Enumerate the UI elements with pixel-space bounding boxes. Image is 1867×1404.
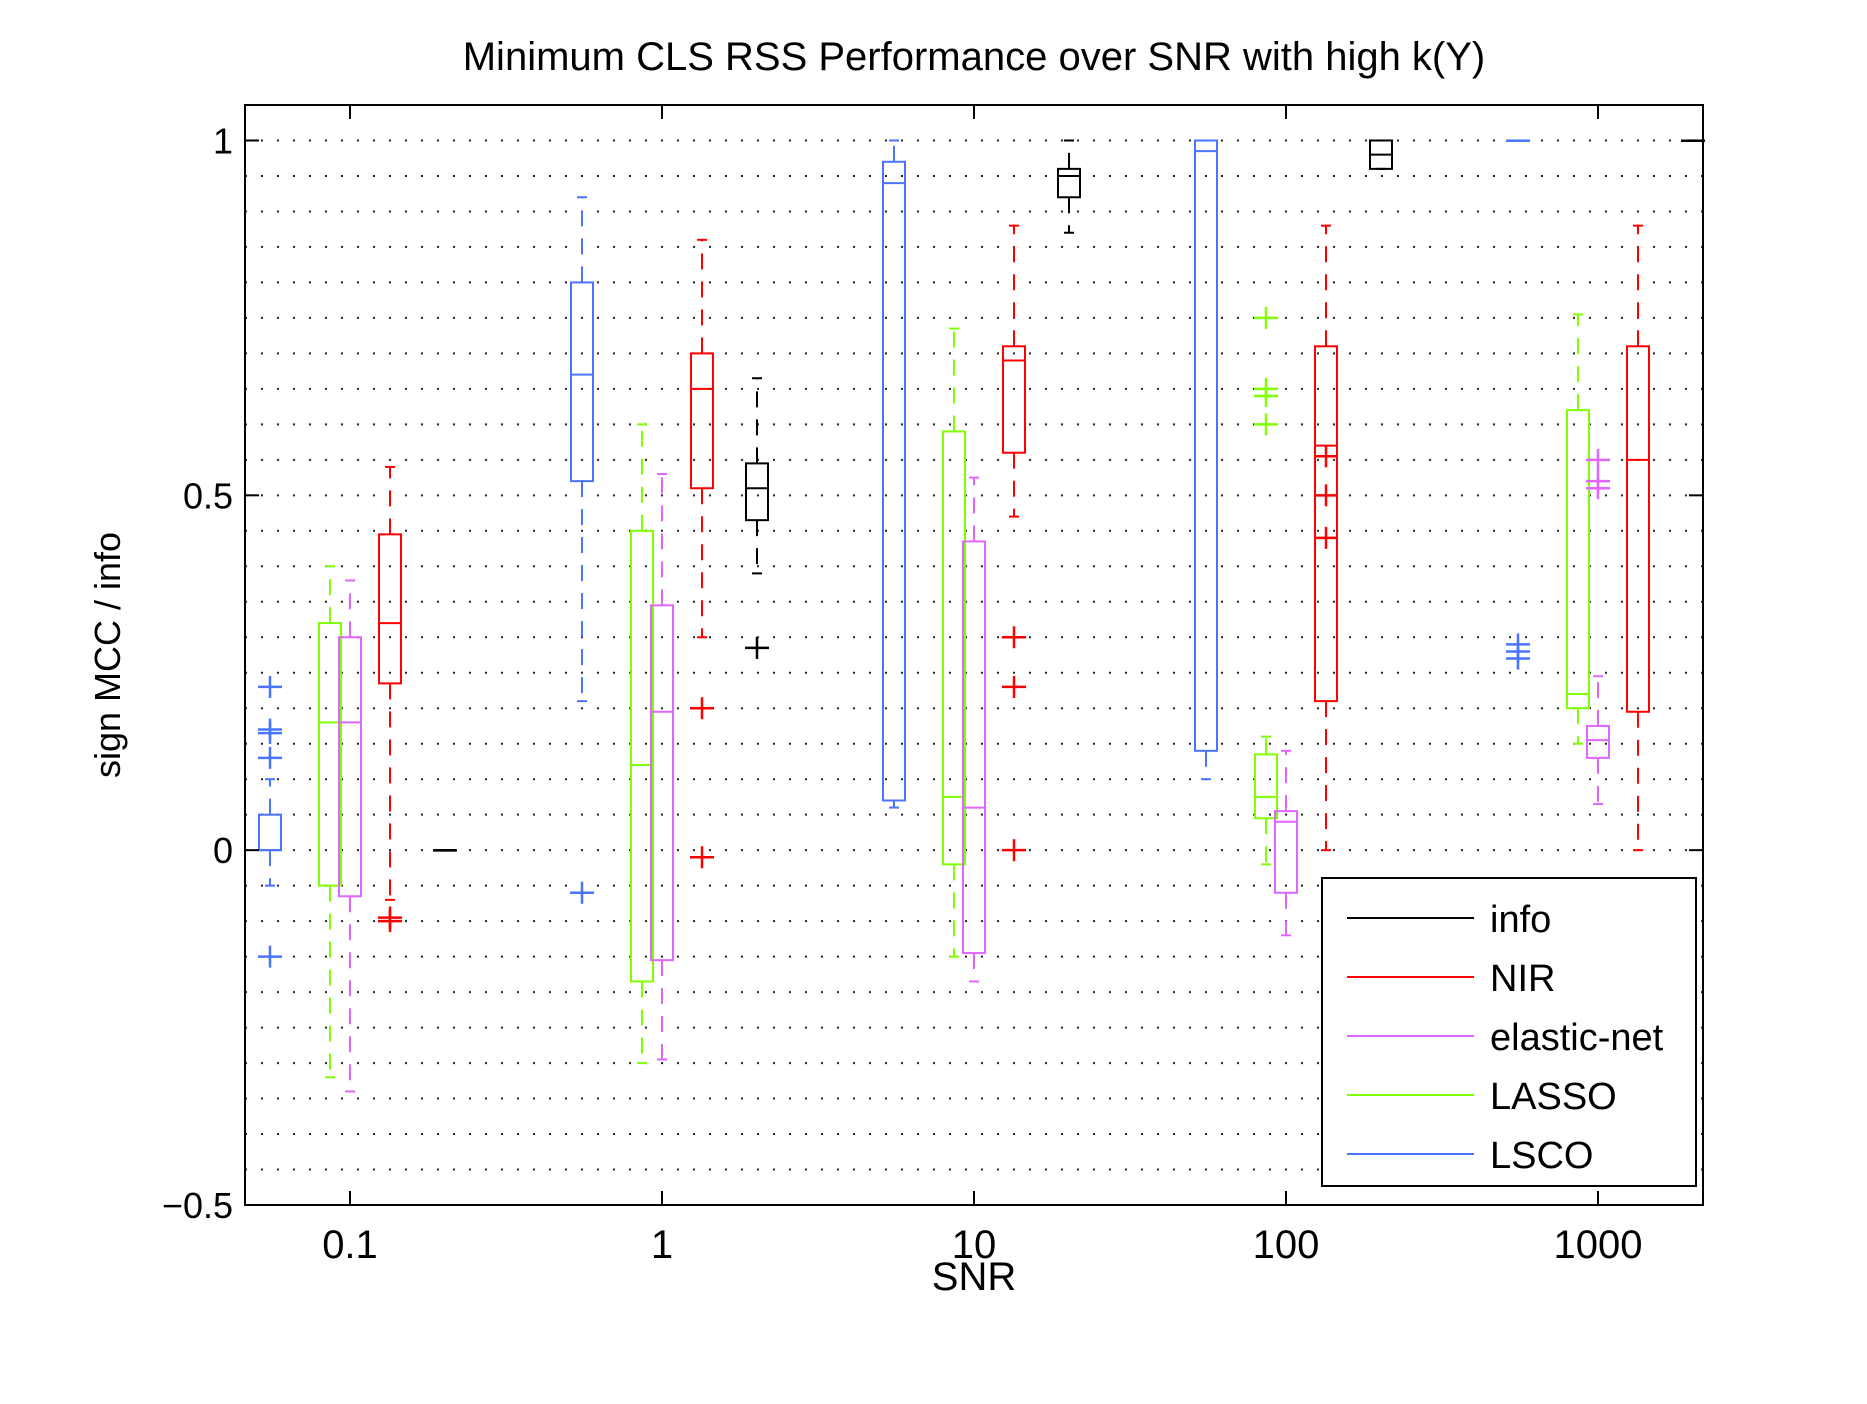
box-info [1369,139,1393,170]
axes: −0.5 0 0.5 1 0.1 1 10 100 1000 [162,105,1703,1267]
box-info [1057,139,1081,234]
box-elastic-net [1586,448,1610,806]
box-LASSO [630,423,654,1065]
chart-title: Minimum CLS RSS Performance over SNR wit… [463,35,1486,79]
box-info [433,849,457,852]
box-LASSO [1566,313,1590,745]
box-elastic-net [1274,749,1298,937]
box-NIR [1626,224,1650,852]
x-tick-label: 100 [1253,1223,1320,1267]
box-NIR [690,238,714,869]
legend-label-LASSO: LASSO [1490,1076,1617,1118]
box-iqr [338,636,362,898]
box-LSCO [882,139,906,809]
box-NIR [378,465,402,933]
box-iqr [1057,167,1081,199]
legend-box [1321,877,1697,1187]
box-iqr [962,540,986,955]
boxplots [258,139,1705,1093]
box-LSCO [1194,139,1218,781]
box-iqr [650,604,674,962]
box-elastic-net [650,473,674,1061]
y-tick-label: 1 [213,120,233,161]
box-LSCO [258,675,282,968]
box-LASSO [318,565,342,1079]
y-tick-label: 0 [213,830,233,871]
x-axis-label: SNR [932,1255,1016,1299]
box-LASSO [1254,306,1278,866]
box-NIR [1314,224,1338,852]
box-iqr [318,622,342,887]
x-tick-label: 1 [651,1223,673,1267]
box-info [745,377,769,659]
box-iqr [1254,753,1278,820]
box-NIR [1002,224,1026,862]
y-tick-label: −0.5 [162,1185,233,1226]
box-iqr [1586,724,1610,759]
x-tick-label: 0.1 [322,1223,378,1267]
box-iqr [1274,810,1298,894]
y-tick-label: 0.5 [183,475,233,516]
box-iqr [570,281,594,483]
box-iqr [378,533,402,685]
legend-label-info: info [1490,899,1551,941]
box-iqr [1194,139,1218,752]
box-elastic-net [338,579,362,1093]
box-iqr [942,430,966,866]
box-iqr [745,462,769,522]
box-iqr [882,160,906,802]
box-iqr [1314,345,1338,703]
box-iqr [690,352,714,490]
legend: info NIR elastic-net LASSO LSCO [1321,877,1697,1187]
x-tick-label: 10 [952,1223,997,1267]
box-LASSO [942,327,966,958]
y-axis-label: sign MCC / info [87,532,128,778]
box-elastic-net [962,476,986,983]
box-iqr [630,529,654,983]
box-LSCO [1506,139,1530,670]
box-LSCO [570,196,594,904]
legend-label-elastic-net: elastic-net [1490,1017,1664,1059]
box-iqr [1566,409,1590,710]
box-iqr [1002,345,1026,454]
legend-label-LSCO: LSCO [1490,1135,1593,1177]
legend-label-NIR: NIR [1490,958,1555,1000]
box-iqr [1626,345,1650,713]
x-tick-label: 1000 [1554,1223,1643,1267]
